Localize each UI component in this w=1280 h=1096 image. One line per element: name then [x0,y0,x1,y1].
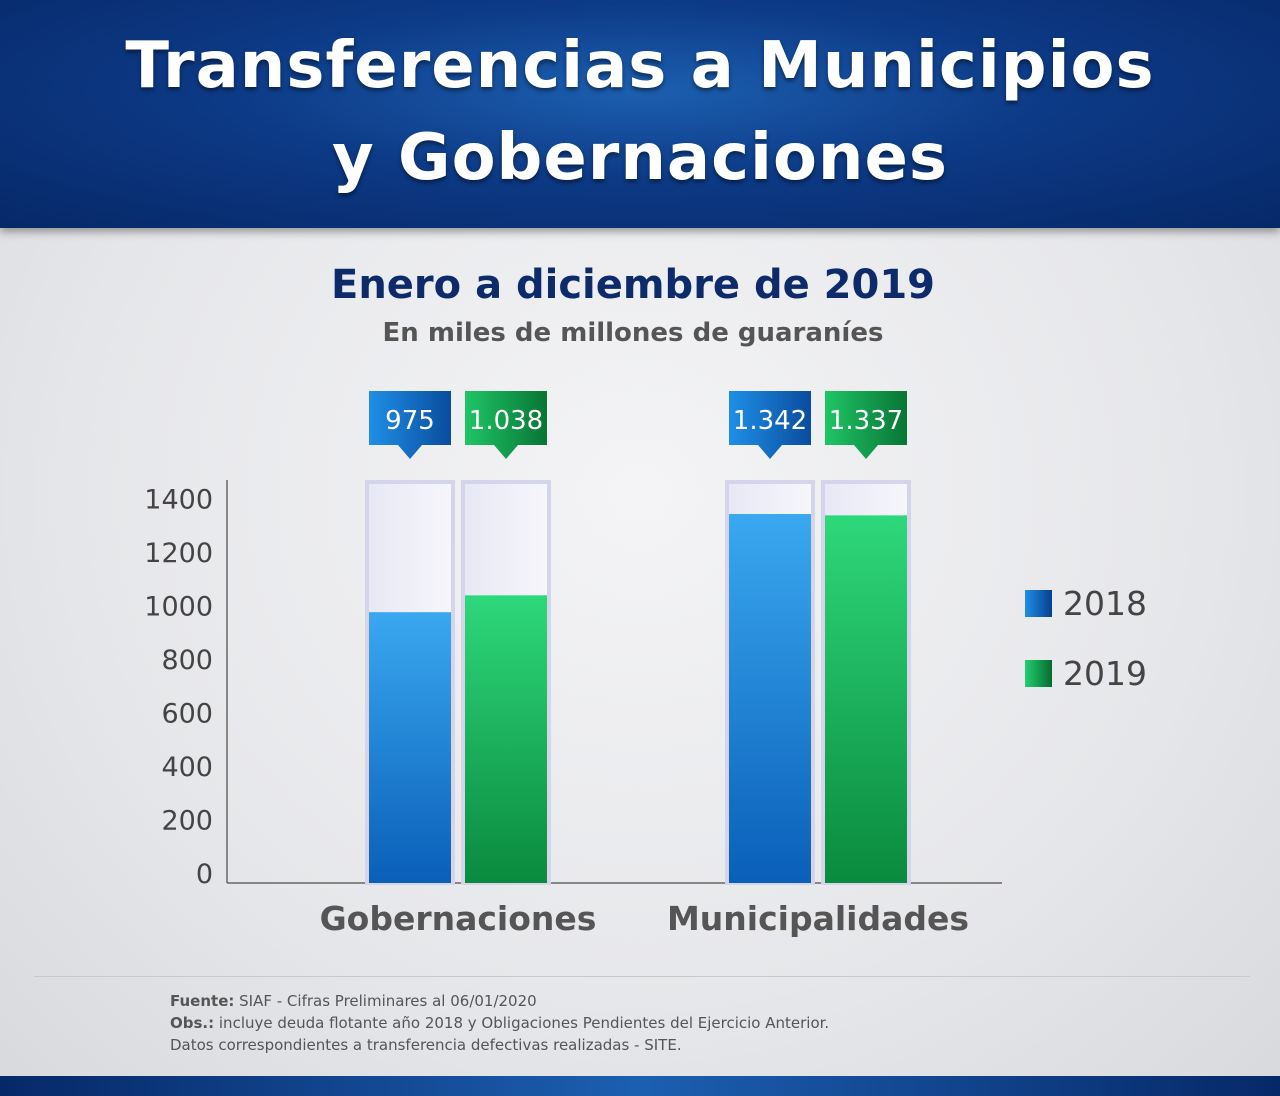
legend-label-2019: 2019 [1063,654,1147,693]
legend-label-2018: 2018 [1063,584,1147,623]
obs-label: Obs.: [170,1014,215,1032]
y-tick-label: 1200 [144,538,213,569]
y-tick-label: 600 [161,699,213,730]
bar-2018-gobernaciones [369,612,451,883]
chart-title: Enero a diciembre de 2019 [331,262,935,308]
bar-2019-gobernaciones [465,595,547,883]
y-tick-label: 400 [161,752,213,783]
value-tag [825,391,907,459]
obs-note: Obs.: incluye deuda flotante año 2018 y … [170,1012,829,1034]
bar-2019-municipalidades [825,515,907,883]
x-category-label: Gobernaciones [320,899,597,938]
bar-2018-municipalidades [729,514,811,883]
data-label: 1.342 [733,406,807,436]
legend-swatch-2019 [1025,660,1052,687]
data-label: 1.337 [829,406,903,436]
data-label: 975 [385,406,435,436]
header-title-line2: y Gobernaciones [332,121,948,195]
source-text: SIAF - Cifras Preliminares al 06/01/2020 [234,992,537,1010]
bottom-bar [0,1076,1280,1096]
data-label: 1.038 [469,406,543,436]
data-note: Datos correspondientes a transferencia d… [170,1036,682,1054]
y-tick-label: 1400 [144,485,213,516]
x-category-label: Municipalidades [667,899,969,938]
header-banner: Transferencias a Municipios y Gobernacio… [0,0,1280,228]
value-tag [369,391,451,459]
value-tag [729,391,811,459]
source-label: Fuente: [170,992,235,1010]
y-tick-label: 200 [161,806,213,837]
y-tick-label: 800 [161,645,213,676]
legend-swatch-2018 [1025,590,1052,617]
value-tag [465,391,547,459]
y-tick-label: 0 [196,859,213,890]
obs-text: incluye deuda flotante año 2018 y Obliga… [214,1014,830,1032]
footnotes: Fuente: SIAF - Cifras Preliminares al 06… [170,990,829,1056]
source-note: Fuente: SIAF - Cifras Preliminares al 06… [170,990,829,1012]
y-tick-label: 1000 [144,592,213,623]
footer-divider [34,976,1250,977]
header-title-line1: Transferencias a Municipios [125,29,1155,103]
chart-subtitle: En miles de millones de guaraníes [382,318,884,348]
